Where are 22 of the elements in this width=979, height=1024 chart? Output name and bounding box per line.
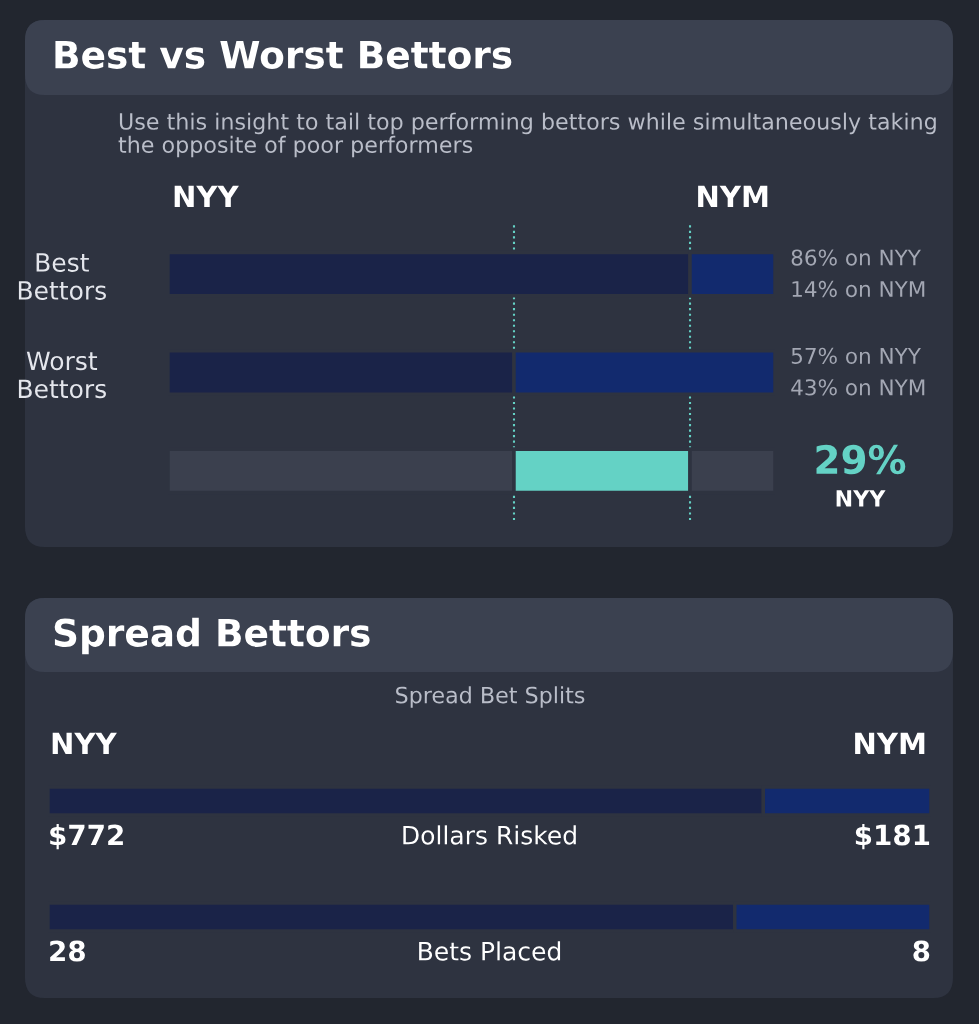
data-label: 28 <box>50 940 85 962</box>
y-tick-label: Best Bettors <box>18 253 106 300</box>
data-label: $181 <box>855 823 930 850</box>
data-label: 86% on NYY <box>791 249 921 266</box>
chart-subtitle: Spread Bet Splits <box>396 686 585 708</box>
text: 29% <box>816 444 906 475</box>
category-label: Dollars Risked <box>403 825 576 845</box>
category-label: Bets Placed <box>419 941 561 961</box>
text: NYY <box>836 490 886 507</box>
chart-title: Best vs Worst Bettors <box>55 41 512 69</box>
series-label: NYM <box>698 185 768 208</box>
data-label: 57% on NYY <box>791 347 921 364</box>
data-label: 8 <box>913 940 930 962</box>
chart-title: Spread Bettors <box>54 617 370 655</box>
data-label: 14% on NYM <box>792 280 925 298</box>
data-label: 43% on NYM <box>791 379 925 396</box>
y-tick-label: Worst Bettors <box>18 351 106 399</box>
series-label: NYY <box>52 732 117 755</box>
series-label: NYM <box>855 732 925 755</box>
series-label: NYY <box>174 185 239 208</box>
chart-subtitle: Use this insight to tail top performing bettors while simultaneously taking the opposite of poor performers <box>118 112 936 158</box>
data-label: $772 <box>50 823 123 850</box>
